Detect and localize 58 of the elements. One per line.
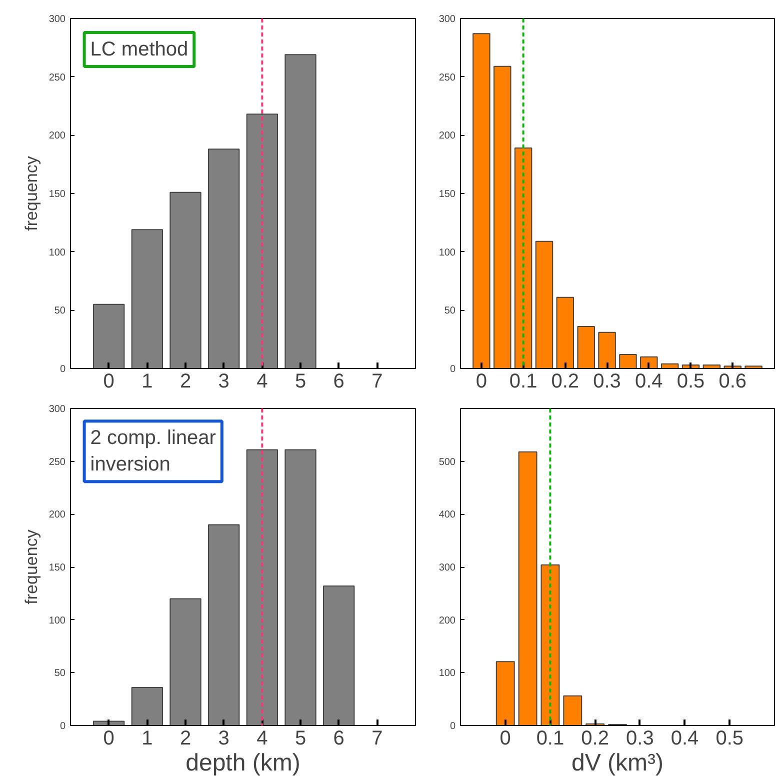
- y-tick-label: 250: [48, 72, 66, 84]
- y-tick-label: 500: [438, 456, 456, 468]
- y-tick-label: 100: [48, 615, 66, 626]
- x-tick-label: 0.3: [626, 728, 654, 750]
- y-tick-label: 200: [48, 130, 66, 142]
- x-tick-label: 0.3: [593, 370, 621, 392]
- x-tick-label: 0.6: [718, 370, 747, 392]
- x-tick-label: 0.5: [716, 728, 744, 750]
- x-tick-label: 1: [142, 370, 153, 392]
- y-tick-label: 400: [438, 510, 456, 521]
- y-tick-label: 200: [48, 510, 66, 521]
- x-tick-label: 3: [218, 370, 230, 392]
- y-tick-label: 250: [438, 72, 456, 84]
- x-tick-label: 6: [333, 728, 344, 750]
- y-axis-title: frequency: [22, 156, 41, 231]
- y-tick-label: 50: [54, 306, 66, 317]
- x-tick-label: 6: [333, 370, 344, 392]
- y-tick-label: 100: [48, 247, 66, 258]
- y-tick-label: 100: [438, 668, 456, 680]
- y-tick-label: 200: [438, 615, 456, 626]
- x-tick-label: 0.2: [551, 370, 580, 392]
- y-tick-label: 300: [438, 562, 456, 574]
- x-tick-label: 0.4: [635, 370, 663, 392]
- x-tick-label: 2: [180, 370, 192, 392]
- y-tick-label: 100: [438, 247, 456, 258]
- y-tick-label: 150: [48, 189, 66, 200]
- x-tick-label: 4: [256, 728, 268, 750]
- x-tick-label: 0: [103, 728, 114, 750]
- x-tick-label: 5: [294, 728, 306, 750]
- x-tick-label: 0.5: [676, 370, 705, 392]
- x-tick-label: 2: [180, 728, 192, 750]
- x-axis-title: dV (km³): [572, 750, 664, 776]
- x-tick-label: 0: [476, 370, 487, 392]
- x-tick-label: 0.2: [581, 728, 609, 750]
- y-tick-label: 200: [438, 130, 456, 142]
- y-tick-label: 50: [54, 668, 66, 680]
- y-tick-label: 150: [48, 562, 66, 574]
- x-tick-label: 7: [372, 370, 383, 392]
- x-tick-label: 1: [142, 728, 153, 750]
- y-tick-label: 150: [438, 189, 456, 200]
- x-tick-label: 4: [256, 370, 268, 392]
- x-tick-label: 5: [294, 370, 306, 392]
- x-tick-label: 0: [500, 728, 511, 750]
- y-tick-label: 250: [48, 456, 66, 468]
- x-tick-label: 0: [103, 370, 114, 392]
- y-tick-label: 300: [48, 14, 66, 25]
- x-tick-label: 0.1: [509, 370, 538, 392]
- x-axis-title: depth (km): [186, 750, 300, 776]
- x-tick-label: 7: [372, 728, 383, 750]
- x-tick-label: 0.1: [536, 728, 564, 750]
- annotation: LC method: [90, 38, 188, 60]
- annotation: 2 comp. linear inversion: [90, 427, 216, 476]
- y-tick-label: 50: [444, 306, 456, 317]
- y-tick-label: 300: [48, 404, 66, 415]
- x-tick-label: 3: [218, 728, 230, 750]
- y-axis-title: frequency: [22, 529, 41, 604]
- y-tick-label: 300: [438, 14, 456, 25]
- x-tick-label: 0.4: [670, 728, 699, 750]
